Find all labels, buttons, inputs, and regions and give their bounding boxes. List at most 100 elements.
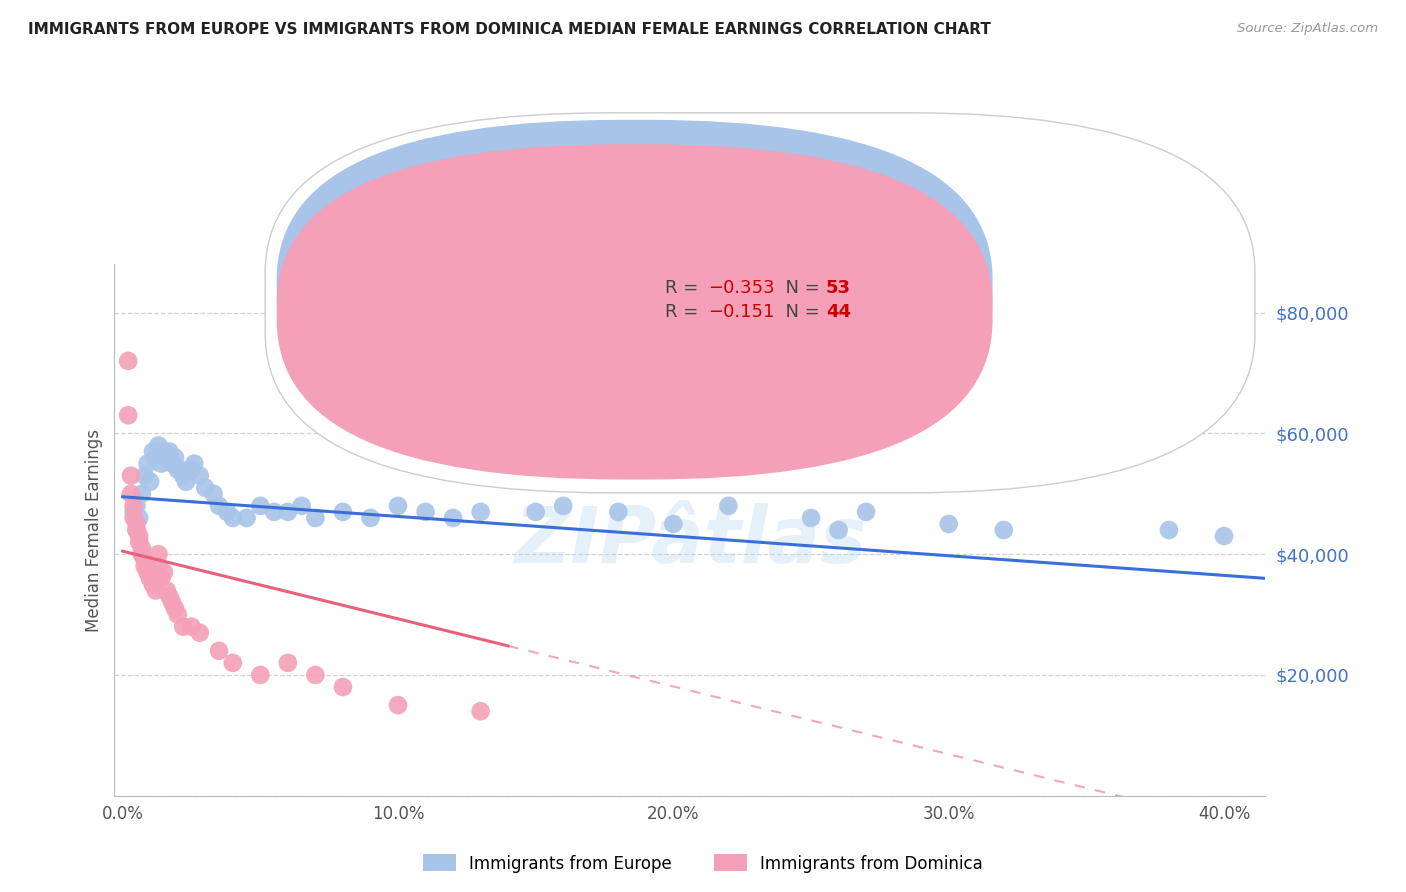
Point xyxy=(131,547,153,561)
Point xyxy=(145,450,167,465)
Text: 44: 44 xyxy=(825,303,851,321)
Point xyxy=(134,468,156,483)
Point xyxy=(249,668,271,682)
Point xyxy=(172,620,194,634)
Point xyxy=(125,499,148,513)
Point xyxy=(136,457,159,471)
Point xyxy=(156,583,179,598)
FancyBboxPatch shape xyxy=(266,112,1256,492)
Point xyxy=(139,475,162,489)
Point xyxy=(304,668,326,682)
Point xyxy=(827,523,849,537)
Point xyxy=(159,444,181,458)
Point xyxy=(145,577,167,591)
Text: N =: N = xyxy=(773,303,825,321)
Point xyxy=(150,571,173,585)
Point xyxy=(136,566,159,580)
Point xyxy=(277,505,299,519)
Point xyxy=(139,566,162,580)
Point xyxy=(139,571,162,585)
Text: 53: 53 xyxy=(825,278,851,297)
Point xyxy=(222,511,245,525)
Point xyxy=(159,590,181,604)
Point xyxy=(122,505,145,519)
Point xyxy=(169,462,191,476)
Point xyxy=(387,499,409,513)
Point xyxy=(139,571,162,585)
Point xyxy=(122,499,145,513)
Point xyxy=(153,566,176,580)
Text: IMMIGRANTS FROM EUROPE VS IMMIGRANTS FROM DOMINICA MEDIAN FEMALE EARNINGS CORREL: IMMIGRANTS FROM EUROPE VS IMMIGRANTS FRO… xyxy=(28,22,991,37)
FancyBboxPatch shape xyxy=(277,145,993,480)
Point xyxy=(125,523,148,537)
Text: −0.353: −0.353 xyxy=(709,278,775,297)
Point xyxy=(938,516,960,531)
Point xyxy=(122,511,145,525)
Point xyxy=(235,511,257,525)
Point xyxy=(148,547,170,561)
Point xyxy=(117,409,139,423)
Point xyxy=(142,577,165,591)
Point xyxy=(145,583,167,598)
Point xyxy=(163,450,186,465)
Point xyxy=(128,535,150,549)
Point xyxy=(128,511,150,525)
Point xyxy=(415,505,437,519)
Point xyxy=(148,559,170,574)
Point xyxy=(136,559,159,574)
Point xyxy=(174,475,197,489)
Point xyxy=(208,644,231,658)
Point xyxy=(855,505,877,519)
Point xyxy=(166,462,188,476)
Point xyxy=(172,468,194,483)
Point xyxy=(387,698,409,713)
Point xyxy=(332,505,354,519)
Point xyxy=(1213,529,1236,543)
Text: R =: R = xyxy=(665,278,703,297)
Point xyxy=(163,601,186,615)
Point xyxy=(134,553,156,567)
Legend: Immigrants from Europe, Immigrants from Dominica: Immigrants from Europe, Immigrants from … xyxy=(416,847,990,880)
Point xyxy=(441,511,464,525)
Text: R =: R = xyxy=(665,303,703,321)
FancyBboxPatch shape xyxy=(277,120,993,455)
Text: Source: ZipAtlas.com: Source: ZipAtlas.com xyxy=(1237,22,1378,36)
Y-axis label: Median Female Earnings: Median Female Earnings xyxy=(86,428,103,632)
Point xyxy=(188,625,211,640)
Point xyxy=(1157,523,1180,537)
Point xyxy=(291,499,314,513)
Point xyxy=(304,511,326,525)
Point xyxy=(117,354,139,368)
Point xyxy=(263,505,285,519)
Point xyxy=(359,511,381,525)
Point xyxy=(134,559,156,574)
Point xyxy=(160,595,183,609)
Point xyxy=(128,529,150,543)
Point xyxy=(993,523,1015,537)
Point xyxy=(148,438,170,452)
Point xyxy=(524,505,547,519)
Point xyxy=(188,468,211,483)
Point xyxy=(194,481,217,495)
Point xyxy=(607,505,630,519)
Point xyxy=(470,505,492,519)
Point xyxy=(208,499,231,513)
Point xyxy=(150,457,173,471)
Point xyxy=(125,516,148,531)
Point xyxy=(156,450,179,465)
Point xyxy=(120,468,142,483)
Point xyxy=(717,499,740,513)
Point xyxy=(180,620,202,634)
Point xyxy=(332,680,354,694)
Point xyxy=(249,499,271,513)
Point xyxy=(470,704,492,718)
Point xyxy=(120,487,142,501)
Point xyxy=(180,462,202,476)
Point xyxy=(131,541,153,555)
Point xyxy=(131,547,153,561)
Point xyxy=(202,487,225,501)
Point xyxy=(131,487,153,501)
Point xyxy=(142,444,165,458)
Point xyxy=(217,505,239,519)
Text: ZIPâtlas: ZIPâtlas xyxy=(513,503,866,579)
